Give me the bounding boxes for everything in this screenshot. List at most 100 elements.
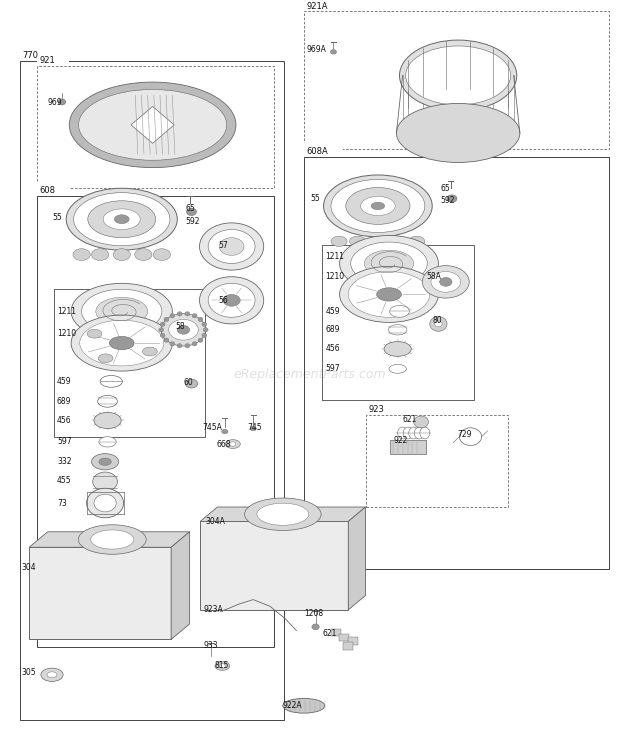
Ellipse shape [109, 336, 134, 350]
Bar [304, 11, 609, 150]
Text: 922: 922 [393, 436, 408, 445]
Ellipse shape [250, 426, 256, 431]
Text: eReplacementParts.com: eReplacementParts.com [234, 368, 386, 380]
Bar [37, 196, 274, 647]
Ellipse shape [324, 175, 432, 237]
Ellipse shape [430, 316, 447, 331]
Ellipse shape [114, 215, 129, 224]
Ellipse shape [71, 283, 172, 339]
Text: 729: 729 [457, 430, 471, 439]
Bar [37, 53, 69, 66]
Ellipse shape [187, 208, 197, 216]
Text: 770: 770 [22, 51, 38, 60]
Ellipse shape [177, 325, 190, 334]
Ellipse shape [208, 230, 255, 263]
Text: 60: 60 [184, 379, 193, 388]
Ellipse shape [113, 248, 130, 260]
Ellipse shape [435, 321, 442, 327]
Text: 65: 65 [185, 204, 195, 213]
Ellipse shape [350, 236, 366, 246]
Text: 608: 608 [40, 186, 56, 195]
Ellipse shape [340, 235, 438, 292]
Text: 923A: 923A [204, 606, 224, 615]
Ellipse shape [177, 312, 182, 316]
Bar [20, 48, 51, 61]
Ellipse shape [96, 298, 148, 325]
Text: 921: 921 [40, 56, 55, 65]
Ellipse shape [414, 416, 428, 428]
Ellipse shape [66, 188, 177, 250]
Ellipse shape [202, 322, 207, 327]
Ellipse shape [219, 664, 226, 668]
Ellipse shape [160, 333, 165, 338]
Ellipse shape [257, 503, 309, 525]
Ellipse shape [361, 196, 395, 216]
Ellipse shape [431, 272, 461, 292]
Bar [54, 289, 205, 437]
Ellipse shape [370, 236, 386, 246]
Ellipse shape [192, 313, 197, 318]
Polygon shape [131, 106, 174, 144]
Ellipse shape [159, 327, 164, 332]
Ellipse shape [87, 488, 123, 518]
Text: 73: 73 [57, 498, 67, 507]
Bar [348, 637, 358, 644]
Ellipse shape [459, 428, 482, 446]
Ellipse shape [98, 395, 117, 407]
Ellipse shape [164, 317, 169, 321]
Ellipse shape [185, 312, 190, 316]
Bar [37, 182, 69, 196]
Ellipse shape [244, 498, 321, 530]
Ellipse shape [219, 237, 244, 255]
Ellipse shape [409, 427, 419, 439]
Ellipse shape [312, 624, 319, 630]
Ellipse shape [198, 338, 203, 342]
Ellipse shape [346, 187, 410, 225]
Ellipse shape [215, 661, 230, 670]
Ellipse shape [47, 672, 57, 678]
Text: 332: 332 [57, 457, 71, 466]
Ellipse shape [420, 427, 430, 439]
Text: 55: 55 [52, 214, 62, 222]
Ellipse shape [100, 376, 122, 388]
Ellipse shape [80, 320, 164, 366]
Ellipse shape [41, 668, 63, 682]
Ellipse shape [94, 494, 116, 512]
Bar [331, 629, 341, 636]
Ellipse shape [192, 341, 197, 346]
Ellipse shape [351, 242, 427, 285]
Ellipse shape [203, 327, 208, 332]
Text: 815: 815 [215, 661, 229, 670]
Ellipse shape [161, 313, 206, 346]
Ellipse shape [79, 89, 227, 160]
Ellipse shape [440, 278, 452, 286]
Text: 1208: 1208 [304, 609, 323, 618]
Bar [339, 633, 349, 641]
Ellipse shape [384, 341, 411, 356]
Text: 1210: 1210 [326, 272, 345, 281]
Ellipse shape [92, 248, 108, 260]
Text: 621: 621 [402, 415, 417, 424]
Ellipse shape [92, 454, 118, 470]
Bar [366, 414, 508, 507]
Bar [20, 61, 284, 720]
Text: 621: 621 [322, 629, 337, 638]
Ellipse shape [377, 288, 401, 301]
Bar [200, 522, 348, 610]
Ellipse shape [200, 277, 264, 324]
Ellipse shape [283, 699, 325, 713]
Polygon shape [348, 507, 366, 610]
Text: 56: 56 [219, 296, 228, 305]
Ellipse shape [422, 266, 469, 298]
Ellipse shape [73, 248, 91, 260]
Ellipse shape [170, 341, 175, 346]
Ellipse shape [170, 313, 175, 318]
Bar [390, 440, 426, 454]
Ellipse shape [230, 442, 236, 446]
Bar [304, 156, 609, 569]
Ellipse shape [414, 427, 424, 439]
Ellipse shape [153, 248, 170, 260]
Ellipse shape [143, 347, 157, 356]
Ellipse shape [389, 365, 406, 373]
Text: 592: 592 [441, 196, 455, 205]
